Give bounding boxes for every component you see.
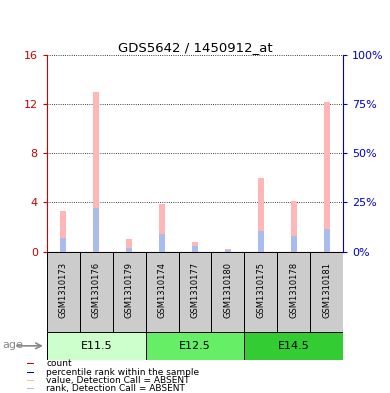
Bar <box>47 252 80 332</box>
Text: GSM1310181: GSM1310181 <box>322 262 331 318</box>
Bar <box>179 252 211 332</box>
Text: value, Detection Call = ABSENT: value, Detection Call = ABSENT <box>46 376 190 385</box>
Bar <box>277 252 310 332</box>
Text: GSM1310173: GSM1310173 <box>59 262 68 318</box>
Bar <box>245 252 277 332</box>
Text: GSM1310179: GSM1310179 <box>125 262 134 318</box>
Text: E12.5: E12.5 <box>179 341 211 351</box>
Bar <box>159 204 165 252</box>
Bar <box>225 249 231 252</box>
Bar <box>291 236 297 252</box>
Bar <box>192 246 198 252</box>
Text: E11.5: E11.5 <box>80 341 112 351</box>
Bar <box>93 208 99 252</box>
Bar <box>145 332 245 360</box>
Text: GSM1310176: GSM1310176 <box>92 262 101 318</box>
Bar <box>80 252 113 332</box>
Bar <box>27 388 34 389</box>
Bar <box>145 252 179 332</box>
Bar <box>126 239 132 252</box>
Bar <box>93 92 99 252</box>
Text: age: age <box>2 340 23 350</box>
Bar <box>159 234 165 252</box>
Text: GSM1310175: GSM1310175 <box>256 262 265 318</box>
Bar <box>211 252 245 332</box>
Text: GSM1310174: GSM1310174 <box>158 262 167 318</box>
Title: GDS5642 / 1450912_at: GDS5642 / 1450912_at <box>118 41 272 54</box>
Bar <box>47 332 145 360</box>
Bar <box>225 250 231 252</box>
Text: GSM1310178: GSM1310178 <box>289 262 298 318</box>
Bar <box>324 229 330 252</box>
Bar <box>258 231 264 252</box>
Bar <box>126 248 132 252</box>
Bar <box>27 363 34 364</box>
Text: rank, Detection Call = ABSENT: rank, Detection Call = ABSENT <box>46 384 185 393</box>
Bar <box>324 102 330 252</box>
Bar <box>192 242 198 252</box>
Text: GSM1310180: GSM1310180 <box>223 262 232 318</box>
Bar <box>27 380 34 381</box>
Bar <box>258 178 264 252</box>
Bar <box>291 201 297 252</box>
Bar <box>245 332 343 360</box>
Bar <box>310 252 343 332</box>
Text: percentile rank within the sample: percentile rank within the sample <box>46 367 200 376</box>
Bar <box>60 211 66 252</box>
Text: GSM1310177: GSM1310177 <box>190 262 200 318</box>
Text: count: count <box>46 359 72 368</box>
Bar <box>113 252 145 332</box>
Bar <box>27 371 34 373</box>
Bar <box>60 238 66 252</box>
Text: E14.5: E14.5 <box>278 341 310 351</box>
